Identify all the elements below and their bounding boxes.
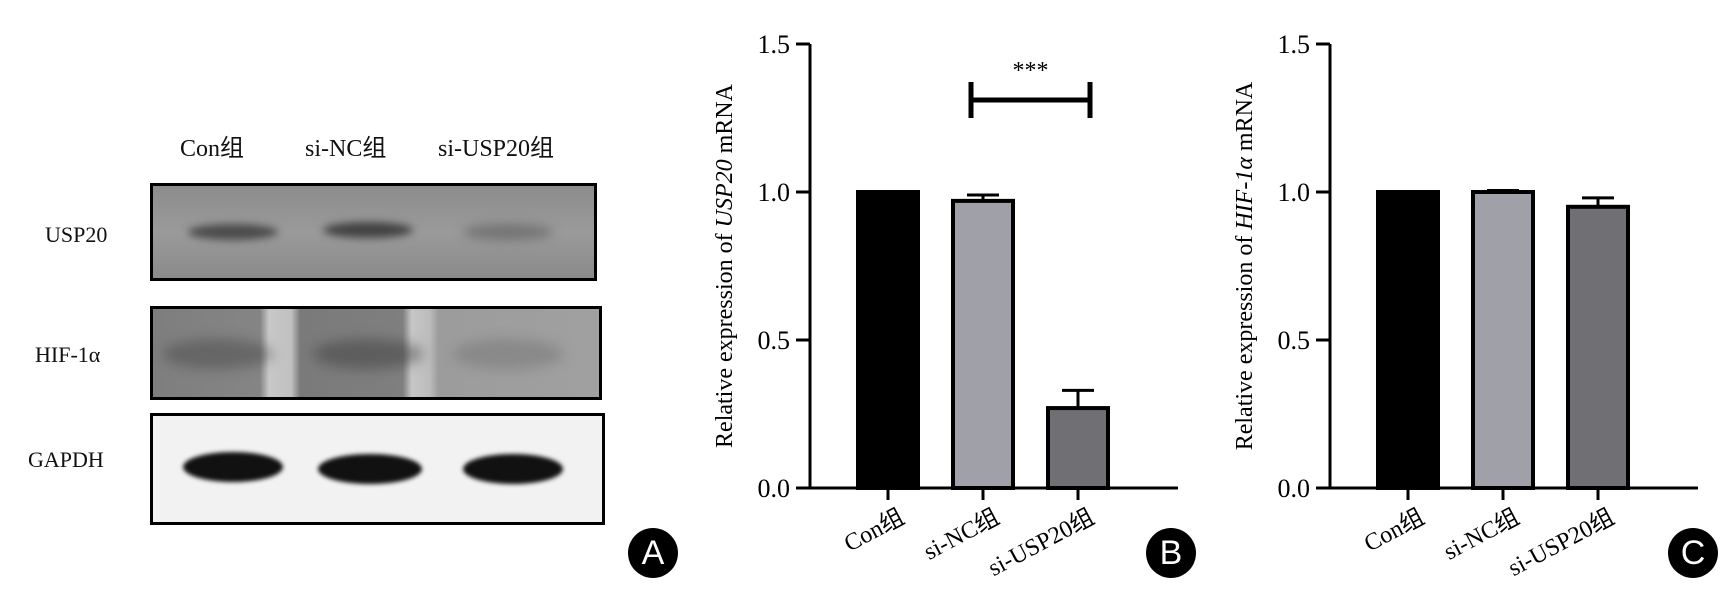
bar-1 (1471, 190, 1535, 490)
band-hif1a-con (163, 339, 273, 369)
lane-label-si-usp20: si-USP20组 (438, 136, 555, 162)
x-tick-label: si-USP20组 (984, 503, 1099, 581)
blot-hif1a (150, 306, 602, 400)
bar-2 (1566, 204, 1630, 491)
y-tick-label: 0.5 (758, 326, 791, 355)
band-usp20-con (188, 224, 278, 240)
y-tick-label: 0.0 (1278, 474, 1311, 503)
row-label-hif1a: HIF-1α (35, 342, 101, 367)
blot-gapdh (150, 413, 605, 525)
y-axis-label: Relative expression of USP20 mRNA (712, 83, 738, 448)
y-tick-label: 1.0 (1278, 178, 1311, 207)
significance-label: *** (1013, 58, 1049, 84)
y-tick-label: 0.5 (1278, 326, 1311, 355)
band-hif1a-si-usp20 (453, 339, 563, 369)
band-usp20-si-usp20 (463, 224, 553, 240)
bar-2 (1046, 406, 1110, 490)
band-gapdh-si-usp20 (463, 454, 563, 484)
panel-c-badge: C (1668, 528, 1718, 578)
bar-1 (951, 198, 1015, 490)
panel-a-western-blot: Con组 si-NC组 si-USP20组 USP20 HIF-1α GAPDH… (0, 0, 680, 610)
x-tick-label: si-USP20组 (1504, 503, 1619, 581)
bar-0 (856, 190, 920, 490)
panel-a-badge: A (628, 528, 678, 578)
panel-c-chart: 0.0 0.5 1.0 1.5 Relative expression of HIF-1… (1232, 30, 1698, 582)
blot-usp20 (150, 183, 597, 281)
band-gapdh-si-nc (318, 454, 422, 484)
panel-b-badge: B (1146, 528, 1196, 578)
x-tick-label: Con组 (1360, 503, 1429, 557)
lane-label-si-nc: si-NC组 (305, 136, 387, 162)
y-tick-label: 0.0 (758, 474, 791, 503)
bar-0 (1376, 190, 1440, 490)
x-tick-label: Con组 (840, 503, 909, 557)
y-tick-label: 1.5 (758, 30, 791, 59)
y-tick-label: 1.5 (1278, 30, 1311, 59)
y-tick-label: 1.0 (758, 178, 791, 207)
row-label-usp20: USP20 (45, 222, 108, 247)
row-label-gapdh: GAPDH (28, 447, 104, 472)
lane-label-con: Con组 (180, 136, 245, 162)
panel-b-chart: 0.0 0.5 1.0 1.5 Relative expression of USP20… (712, 30, 1178, 582)
band-hif1a-si-nc (313, 339, 423, 369)
band-gapdh-con (183, 452, 283, 482)
y-axis-label: Relative expression of HIF-1α mRNA (1232, 81, 1258, 450)
band-usp20-si-nc (323, 222, 413, 238)
